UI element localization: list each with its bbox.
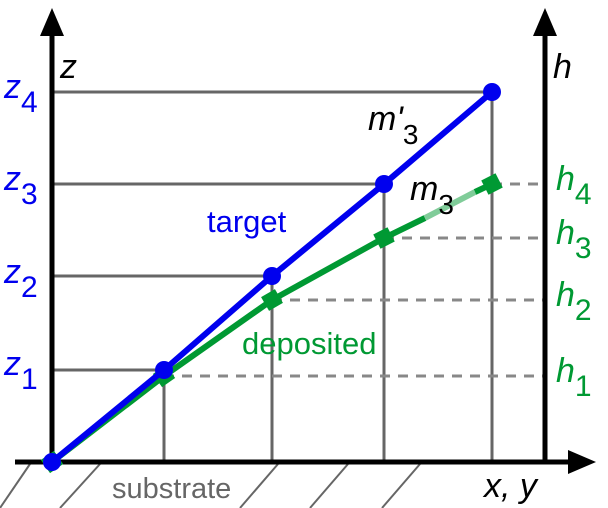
z1-label: z1 [3, 345, 38, 396]
h3-label: h3 [556, 214, 592, 265]
xy-axis-arrow-icon [568, 450, 596, 474]
m3-prime-label: m'3 [368, 100, 418, 150]
z4-label: z4 [3, 68, 38, 119]
target-line [43, 83, 501, 471]
z-axis-arrow-icon [40, 8, 64, 36]
h1-label: h1 [556, 352, 592, 403]
z-level-labels: z1 z2 z3 z4 [3, 68, 38, 396]
z2-label: z2 [3, 253, 38, 304]
xy-axis-label: x, y [482, 467, 539, 505]
deposited-label: deposited [242, 326, 376, 361]
h-axis-label: h [553, 48, 572, 86]
z3-label: z3 [3, 160, 38, 211]
target-label: target [207, 204, 287, 239]
substrate-hatching [0, 463, 421, 508]
h-axis-arrow-icon [533, 8, 557, 36]
substrate-label: substrate [112, 473, 231, 505]
h2-label: h2 [556, 276, 592, 327]
m3-label: m3 [410, 170, 454, 220]
z-axis-label: z [59, 48, 77, 86]
h4-label: h4 [556, 160, 592, 211]
h-level-labels: h1 h2 h3 h4 [556, 160, 592, 403]
axes [15, 8, 596, 474]
